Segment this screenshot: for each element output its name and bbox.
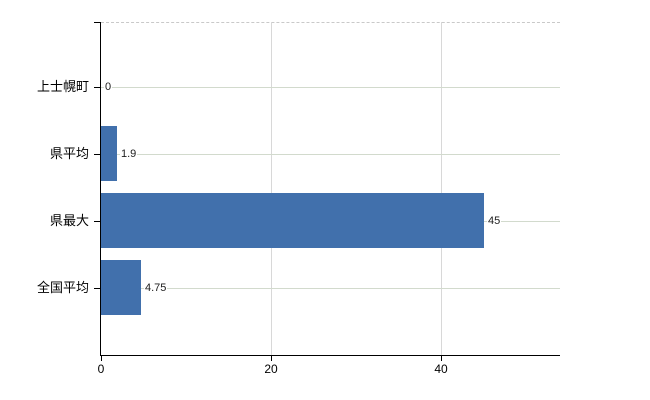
value-label: 4.75 [144,281,168,295]
category-label: 県最大 [49,213,89,228]
category-label: 県平均 [49,146,89,161]
y-axis-end-tick [94,22,101,23]
y-axis-tick [94,221,101,222]
y-axis-tick [94,87,101,88]
y-axis-tick [94,288,101,289]
x-axis-tick [271,356,272,361]
bar [101,193,484,248]
x-axis-tick-label: 40 [434,362,448,376]
value-label: 1.9 [120,147,138,161]
x-axis-tick [101,356,102,361]
plot-top-dashed-border [101,22,560,23]
x-axis-tick [441,356,442,361]
category-gridline [101,288,560,289]
category-label: 全国平均 [36,280,89,295]
value-gridline [441,22,442,355]
bar [101,260,141,315]
value-label: 0 [104,80,113,94]
category-gridline [101,154,560,155]
value-gridline [271,22,272,355]
y-axis-line [100,22,101,356]
x-axis-line [100,355,560,356]
y-axis-tick [94,154,101,155]
x-axis-tick-label: 0 [97,362,105,376]
category-gridline [101,87,560,88]
category-label: 上士幌町 [36,79,89,94]
value-label: 45 [487,214,502,228]
bar [101,126,117,181]
x-axis-tick-label: 20 [264,362,278,376]
